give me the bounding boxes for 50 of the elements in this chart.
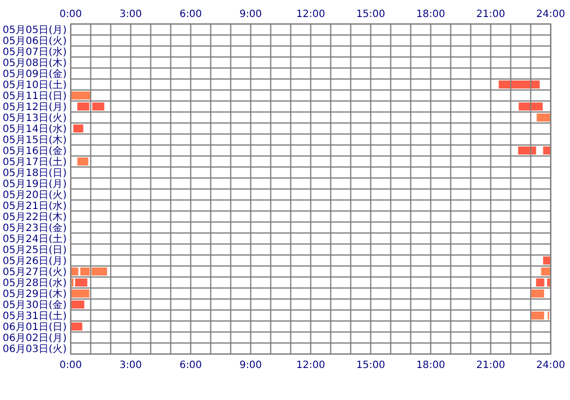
x-tick-label: 18:00 <box>416 360 446 371</box>
bar <box>518 102 543 110</box>
y-tick-label: 05月14日(水) <box>2 123 67 136</box>
x-tick-label: 6:00 <box>179 360 202 371</box>
y-tick-label: 05月23日(金) <box>2 222 67 234</box>
x2-tick-label: 0:00 <box>59 9 82 20</box>
y-tick-label: 05月21日(水) <box>2 200 67 212</box>
y-tick-label: 05月11日(日) <box>2 91 67 102</box>
x2-tick-label: 6:00 <box>179 9 202 20</box>
y-tick-label: 05月18日(日) <box>2 168 67 180</box>
y-tick-label: 05月28日(水) <box>2 277 67 290</box>
x-tick-label: 12:00 <box>296 360 326 371</box>
x2-tick-label: 9:00 <box>239 9 262 20</box>
x2-tick-label: 15:00 <box>356 9 386 20</box>
x2-tick-label: 18:00 <box>416 9 446 20</box>
bar <box>536 278 544 286</box>
y-tick-label: 05月25日(日) <box>2 245 67 256</box>
y-tick-label: 05月06日(火) <box>2 35 67 48</box>
y-tick-label: 05月29日(木) <box>2 288 67 300</box>
y-tick-label: 05月27日(火) <box>2 266 67 278</box>
x2-tick-label: 21:00 <box>476 9 506 20</box>
x-tick-label: 15:00 <box>356 360 386 371</box>
y-tick-label: 06月02日(月) <box>2 333 67 344</box>
y-tick-label: 05月22日(木) <box>2 211 67 224</box>
y-tick-label: 05月13日(火) <box>2 112 67 124</box>
y-tick-label: 05月08日(木) <box>2 57 67 70</box>
x-tick-label: 24:00 <box>536 360 566 371</box>
x-tick-label: 21:00 <box>476 360 506 371</box>
y-tick-label: 05月05日(月) <box>2 25 67 36</box>
y-tick-label: 06月01日(日) <box>2 322 67 334</box>
y-tick-label: 05月09日(金) <box>2 68 67 80</box>
y-tick-label: 05月26日(月) <box>2 256 67 268</box>
y-tick-label: 05月15日(木) <box>2 134 67 146</box>
y-tick-label: 05月16日(金) <box>2 145 67 158</box>
x2-tick-label: 12:00 <box>296 9 326 20</box>
x-tick-label: 9:00 <box>239 360 262 371</box>
y-tick-label: 05月31日(土) <box>2 310 67 322</box>
y-tick-label: 05月19日(月) <box>2 179 67 190</box>
y-tick-label: 06月03日(火) <box>2 343 67 356</box>
y-tick-label: 05月30日(金) <box>2 299 67 312</box>
y-tick-label: 05月12日(月) <box>2 102 67 114</box>
x2-tick-label: 3:00 <box>119 9 142 20</box>
x-tick-label: 0:00 <box>59 360 82 371</box>
y-tick-label: 05月07日(水) <box>2 46 67 58</box>
y-tick-label: 05月17日(土) <box>2 156 67 168</box>
y-tick-label: 05月20日(火) <box>2 189 67 202</box>
y-tick-label: 05月24日(土) <box>2 233 67 246</box>
x2-tick-label: 24:00 <box>536 9 566 20</box>
y-tick-label: 05月10日(土) <box>2 79 67 92</box>
x-tick-label: 3:00 <box>119 360 142 371</box>
